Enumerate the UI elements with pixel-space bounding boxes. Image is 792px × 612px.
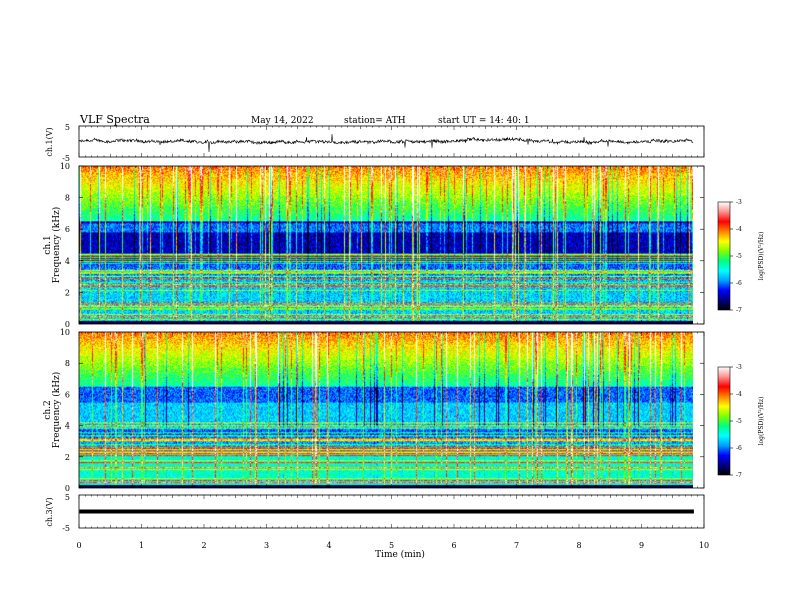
x-tick-label: 1 [139,541,144,550]
ch1-colorbar-tick-label: -3 [736,199,742,206]
ch3-wave-ytick-top: 5 [65,493,70,502]
x-axis-tick-labels: 0 1 2 3 4 5 6 7 8 9 10 [76,541,709,550]
ch3-wave-ytick-bottom: -5 [62,524,70,533]
ch1-spectrogram-image [79,166,693,324]
ch2-colorbar-tick-label: -6 [736,445,742,452]
ch1-colorbar-tick-label: -4 [736,226,742,233]
station-label: station= ATH [344,116,406,126]
ch1-spec-ylabel-channel: ch.1 [43,235,53,254]
ch1-wave-ytick-bottom: -5 [62,154,70,163]
x-tick-label: 9 [639,541,644,550]
x-tick-label: 10 [699,541,709,550]
ch1-spec-ytick-label: 10 [60,162,70,171]
ch1-waveform-panel: 5 -5 ch.1(V) [45,123,705,163]
ch2-spec-ytick-label: 0 [65,484,70,493]
x-tick-label: 0 [76,541,81,550]
x-tick-label: 5 [389,541,394,550]
ch2-spec-ytick-label: 10 [60,328,70,337]
ch2-colorbar-tick-label: -3 [736,364,742,371]
ch1-spec-ytick-label: 8 [65,194,70,203]
ch2-colorbar-tick-label: -7 [736,472,742,479]
ch1-spec-ytick-label: 2 [65,288,70,297]
x-tick-label: 2 [201,541,206,550]
ch2-colorbar-tick-label: -4 [736,391,742,398]
ch2-colorbar-tick-label: -5 [736,418,742,425]
figure-title: VLF Spectra [79,113,150,126]
ch1-colorbar-label: log(PSD)(V²/Hz) [758,232,765,281]
ch1-spec-ylabel-frequency: Frequency (kHz) [51,207,62,284]
ch2-colorbar-label: log(PSD)(V²/Hz) [758,397,765,446]
x-tick-label: 6 [451,541,456,550]
ch1-colorbar-tick-label: -6 [736,280,742,287]
ch1-wave-ylabel: ch.1(V) [45,127,54,156]
ch2-spec-ylabel-frequency: Frequency (kHz) [51,372,62,449]
ch2-spec-ytick-label: 6 [65,390,70,399]
start-time-label: start UT = 14: 40: 1 [438,116,530,126]
ch1-colorbar-ticks: -3 -4 -5 -6 -7 [730,199,742,314]
ch1-waveform-trace [78,134,694,152]
ch1-wave-ytick-top: 5 [65,123,70,132]
x-tick-label: 8 [576,541,581,550]
ch2-colorbar [717,366,731,476]
ch2-spec-ylabel-channel: ch.2 [43,400,53,419]
ch3-waveform-trace [79,509,694,514]
ch1-spec-ytick-label: 6 [65,225,70,234]
x-axis-ticks [78,126,705,528]
ch1-colorbar [717,201,731,311]
x-tick-label: 4 [326,541,331,550]
ch1-colorbar-tick-label: -5 [736,253,742,260]
ch2-colorbar-ticks: -3 -4 -5 -6 -7 [730,364,742,479]
ch1-spec-ytick-label: 0 [65,320,70,329]
ch3-wave-ylabel: ch.3(V) [45,497,54,526]
ch1-colorbar-tick-label: -7 [736,307,742,314]
ch2-spec-ytick-label: 2 [65,453,70,462]
x-tick-label: 3 [264,541,269,550]
ch2-spec-ytick-label: 8 [65,359,70,368]
ch1-spec-ytick-label: 4 [65,257,70,266]
date-label: May 14, 2022 [251,116,314,126]
ch1-spec-ylabel: ch.1 Frequency (kHz) [43,207,62,284]
ch1-spec-yticks: 0 2 4 6 8 10 [60,162,704,329]
ch2-spec-ytick-label: 4 [65,422,70,431]
ch2-spec-ylabel: ch.2 Frequency (kHz) [43,372,62,449]
x-tick-label: 7 [514,541,519,550]
ch2-spectrogram-image [79,332,693,488]
x-axis-label: Time (min) [375,549,425,560]
ch3-waveform-panel: 5 -5 ch.3(V) [45,493,705,533]
ch2-spec-yticks: 0 2 4 6 8 10 [60,328,704,493]
